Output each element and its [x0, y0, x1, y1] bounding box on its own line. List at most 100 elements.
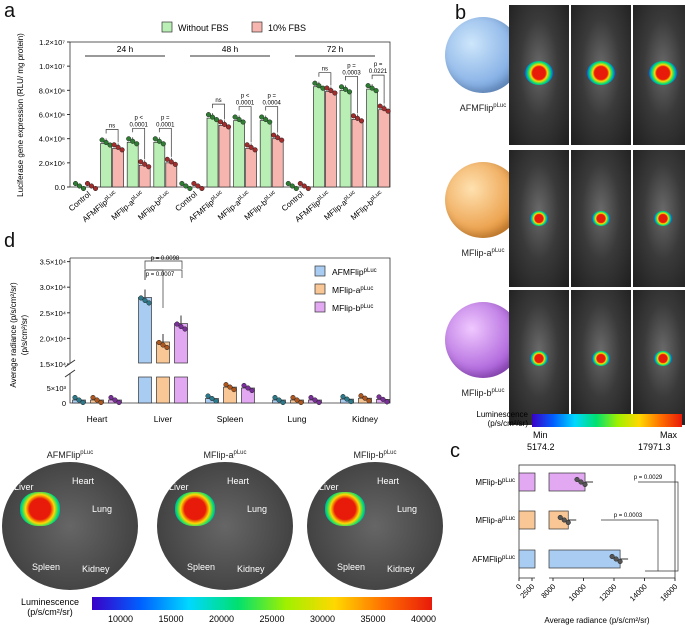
organ-colorbar-unit: (p/s/cm²/sr) [27, 607, 73, 617]
nanoparticle-label: AFMFlippLuc [459, 103, 507, 113]
organ-colorbar-title-text: Luminescence [20, 597, 80, 607]
bar-left [518, 510, 536, 530]
mouse-image [509, 150, 569, 287]
mouse-image [509, 290, 569, 425]
data-point [138, 295, 144, 301]
significance-bracket [158, 127, 172, 157]
data-point [225, 124, 232, 130]
x-tick-label: 14000 [628, 582, 649, 603]
data-point [182, 326, 188, 332]
data-point [221, 121, 228, 127]
liver-signal [325, 492, 365, 526]
p-value-label: ns [322, 67, 328, 73]
b-colorbar [532, 414, 682, 427]
x-tick-label: 10000 [567, 582, 588, 603]
legend-swatch [314, 265, 326, 277]
organ-colorbar-tick: 10000 [108, 614, 134, 624]
organ-label-heart: Heart [227, 476, 250, 486]
p-value-label: 0.0004 [263, 101, 282, 107]
significance-bracket [144, 260, 183, 269]
y-tick-label: MFlip-bpLuc [475, 478, 515, 487]
liver-signal [175, 492, 215, 526]
legend-label: Without FBS [178, 23, 229, 33]
p-value-label: p = [161, 115, 170, 121]
data-point [94, 397, 100, 403]
x-tick-label: 2500 [518, 582, 536, 600]
organ-colorbar-tick: 30000 [310, 614, 336, 624]
legend-swatch [314, 283, 326, 295]
data-point [126, 136, 132, 142]
y-axis-label: Average radiance (p/s/cm²/sr) [9, 282, 18, 388]
bar [206, 117, 219, 188]
organ-label-kidney: Kidney [387, 564, 415, 574]
significance-bracket [345, 75, 358, 114]
data-point [116, 399, 122, 406]
data-point [376, 394, 382, 400]
panel-label-b: b [455, 2, 467, 24]
bar-left [518, 472, 536, 492]
organ-label-heart: Heart [72, 476, 95, 486]
y-tick-label: 4.0×10⁶ [39, 135, 65, 144]
data-point [377, 103, 383, 109]
p-value-label: p = 0.0003 [614, 513, 643, 519]
organ-dish-image: Liver Heart Lung Spleen Kidney [307, 462, 443, 590]
significance-bracket [238, 106, 252, 143]
data-point [232, 114, 238, 120]
b-colorbar-max-label: Max [660, 430, 678, 440]
panel-label-d: d [4, 230, 16, 252]
legend-label: MFlip-bpLuc [332, 303, 373, 313]
data-point [227, 384, 233, 390]
significance-bracket [144, 269, 164, 308]
luminescence-signal [587, 61, 615, 85]
data-point [88, 183, 95, 189]
data-point [205, 393, 211, 399]
significance-bracket [212, 103, 225, 120]
organ-label-heart: Heart [377, 476, 400, 486]
data-point [90, 394, 96, 401]
nanoparticle-label: MFlip-bpLuc [461, 388, 505, 398]
luminescence-signal [654, 351, 672, 367]
data-point [248, 144, 254, 150]
data-point [108, 394, 114, 401]
data-point [557, 514, 563, 521]
nanoparticle-illustration [445, 162, 521, 238]
data-point [263, 116, 269, 123]
luminescence-signal [592, 351, 610, 367]
p-value-label: p < [134, 115, 143, 121]
data-point [297, 180, 303, 187]
bar-lower [156, 376, 170, 404]
data-point [338, 84, 345, 90]
y-axis-label: Luciferase gene expression (RLU/ mg prot… [16, 33, 25, 197]
p-value-label: 0.0001 [156, 122, 175, 128]
bar [100, 143, 112, 188]
y-tick-label: MFlip-apLuc [475, 516, 515, 525]
data-point [249, 387, 255, 394]
data-point [172, 161, 178, 167]
organ-colorbar-tick: 15000 [158, 614, 184, 624]
p-value-label: p = [374, 62, 383, 68]
y-tick-label: 1.0×10⁷ [39, 62, 65, 71]
data-point [380, 396, 386, 402]
y-tick-label: 1.5×10⁴ [40, 360, 66, 369]
plot-frame [69, 257, 391, 404]
data-point [92, 185, 99, 192]
mouse-image [571, 5, 631, 145]
bar [259, 120, 272, 188]
mouse-image [571, 290, 631, 425]
data-point [72, 180, 79, 187]
data-point [312, 80, 318, 86]
p-value-label: p < [241, 94, 250, 100]
data-point [373, 88, 379, 94]
data-point [209, 395, 215, 402]
organ-dish-image: Liver Heart Lung Spleen Kidney [2, 462, 138, 590]
legend-label: 10% FBS [268, 23, 306, 33]
data-point [561, 517, 567, 523]
data-point [183, 183, 189, 189]
data-point [115, 144, 121, 150]
nanoparticle-label: MFlip-apLuc [461, 248, 505, 258]
data-point [244, 142, 250, 148]
axis-break-gap [535, 466, 549, 587]
data-point [156, 138, 162, 144]
data-point [213, 117, 220, 123]
